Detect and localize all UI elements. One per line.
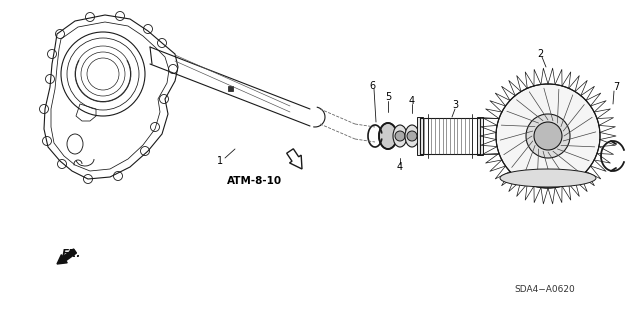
Bar bbox=[477, 117, 483, 155]
Text: FR.: FR. bbox=[62, 249, 81, 259]
Circle shape bbox=[407, 131, 417, 141]
Text: 3: 3 bbox=[452, 100, 458, 110]
Circle shape bbox=[496, 84, 600, 188]
Circle shape bbox=[526, 114, 570, 158]
Ellipse shape bbox=[500, 169, 596, 187]
Text: 2: 2 bbox=[537, 49, 543, 59]
Circle shape bbox=[534, 122, 562, 150]
Text: 1: 1 bbox=[217, 156, 223, 166]
Ellipse shape bbox=[393, 125, 407, 147]
Ellipse shape bbox=[405, 125, 419, 147]
FancyArrow shape bbox=[57, 249, 76, 264]
Bar bbox=[417, 117, 423, 155]
Text: SDA4−A0620: SDA4−A0620 bbox=[515, 285, 575, 293]
FancyArrow shape bbox=[287, 149, 302, 169]
Text: 6: 6 bbox=[369, 81, 375, 91]
Text: 4: 4 bbox=[397, 162, 403, 172]
Circle shape bbox=[395, 131, 405, 141]
Text: 5: 5 bbox=[385, 92, 391, 102]
Text: 7: 7 bbox=[613, 82, 619, 92]
Text: ATM-8-10: ATM-8-10 bbox=[227, 176, 283, 186]
Ellipse shape bbox=[379, 123, 397, 149]
Bar bbox=[228, 86, 233, 91]
Text: 4: 4 bbox=[409, 96, 415, 106]
